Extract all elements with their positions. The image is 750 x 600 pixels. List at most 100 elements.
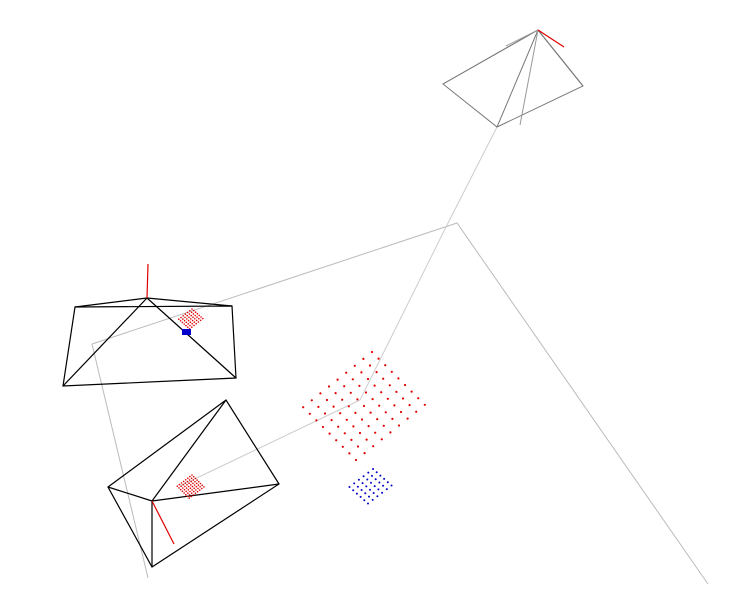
ground-plane-outline [91,222,709,585]
blue-point-grid [348,468,393,505]
pattern-dot [201,484,203,487]
blue-point [359,495,362,498]
red-point [336,378,339,381]
red-point [388,384,391,387]
red-point [352,425,355,428]
camera-left-pattern [178,308,204,330]
pattern-dot [194,314,196,317]
pattern-dot [191,326,193,328]
red-point [335,439,338,442]
red-point [302,406,305,409]
pattern-dot [191,323,193,325]
pattern-dot [182,318,184,320]
red-point [390,370,393,373]
pattern-dot [194,492,197,495]
blue-point [363,499,366,502]
pattern-dot [182,480,185,483]
pattern-dot [185,321,188,324]
pattern-dot [195,322,197,325]
red-point [399,410,403,414]
pattern-dot [193,324,195,327]
red-point [369,411,372,414]
blue-point [352,489,355,492]
pattern-dot [199,486,201,488]
red-point [371,398,374,401]
pattern-dot [199,482,202,485]
red-point [389,431,392,434]
red-point [328,432,331,435]
pattern-dot [176,485,179,488]
red-point [337,425,340,428]
blue-point [370,481,372,484]
red-point [343,432,346,435]
red-point [363,452,366,455]
pattern-dot [185,324,187,327]
red-point [391,417,394,420]
pattern-dot [199,319,202,322]
red-point [403,383,407,387]
red-point [382,424,385,427]
blue-point [381,491,384,494]
ground-plane-outline-left [91,343,149,579]
blue-point [357,478,360,481]
pattern-dot [186,318,188,320]
red-point [382,377,385,380]
blue-point [361,482,364,485]
pattern-dot [196,490,199,493]
pattern-dot [193,309,195,312]
camera-bottom-axis [151,500,175,545]
blue-point [368,495,370,498]
red-point [395,390,398,393]
red-point [358,384,361,387]
pattern-dot [192,316,194,319]
pattern-dot [186,311,189,314]
red-point [358,431,362,435]
pattern-dot [191,485,194,488]
pattern-dot [203,486,205,488]
blue-point [355,492,358,495]
pattern-dot [190,484,192,486]
pattern-dot [196,313,199,315]
red-point [410,390,413,393]
camera-bottom [107,399,280,568]
blue-point [364,492,367,495]
pattern-dot [198,481,200,483]
red-point [375,371,378,374]
blue-point [372,468,374,470]
red-point [374,431,377,434]
blue-point [362,475,365,478]
red-point [380,438,383,441]
pattern-dot [188,313,191,315]
red-point [347,405,350,408]
pattern-dot [187,323,189,325]
blue-point [367,502,369,505]
pattern-dot [190,495,193,498]
red-point [325,398,329,402]
pattern-dot [187,485,190,488]
blue-point [383,477,386,480]
pattern-dot [192,494,195,496]
pattern-dot [182,487,184,489]
pattern-dot [193,490,195,493]
red-point [423,403,426,406]
pattern-dot [182,483,184,486]
pattern-dot [192,313,195,315]
pattern-dot [190,314,192,317]
pattern-dot [195,485,198,488]
pattern-dot [187,492,189,494]
red-point [354,411,357,414]
red-point [368,364,372,367]
pattern-dot [194,311,197,314]
red-point [364,391,368,394]
blue-point [373,485,376,488]
red-point [380,391,383,394]
red-point [397,424,401,427]
pattern-dot [200,316,202,318]
red-point [373,384,376,387]
pattern-dot [191,308,193,310]
red-point [315,419,318,422]
blue-point [386,481,389,484]
blue-point [360,489,363,491]
blue-point [371,474,373,477]
